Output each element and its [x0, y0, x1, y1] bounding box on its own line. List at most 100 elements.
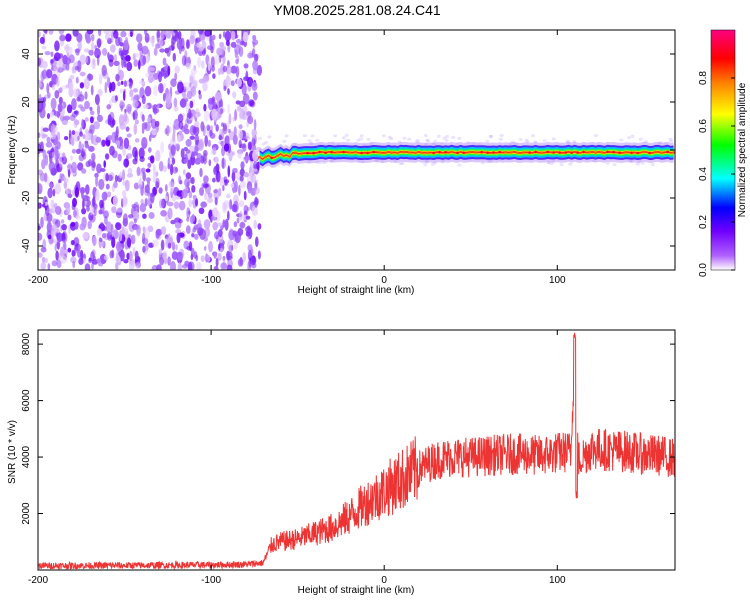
noise-blob — [77, 135, 80, 141]
noise-blob — [204, 135, 208, 147]
spectrogram-x-axis-label: Height of straight line (km) — [298, 285, 415, 296]
noise-blob — [74, 221, 79, 230]
noise-blob — [58, 58, 64, 69]
noise-blob — [97, 228, 102, 235]
noise-blob — [116, 241, 121, 252]
noise-blob — [203, 219, 211, 229]
noise-blob — [131, 203, 138, 209]
signal-ridge-peak — [402, 150, 405, 154]
colorbar-gradient — [710, 29, 736, 271]
noise-blob — [127, 167, 133, 175]
noise-blob — [203, 103, 207, 112]
noise-blob — [252, 91, 258, 101]
noise-blob — [133, 225, 140, 231]
noise-blob — [60, 219, 65, 224]
noise-blob — [199, 187, 204, 196]
signal-ridge-peak — [624, 150, 627, 154]
signal-haze — [415, 139, 420, 142]
noise-blob — [119, 42, 124, 47]
noise-blob — [74, 187, 79, 198]
signal-haze — [549, 162, 554, 165]
noise-blob — [223, 200, 230, 209]
noise-blob — [77, 94, 85, 102]
signal-haze — [359, 134, 364, 138]
noise-blob — [207, 60, 211, 72]
signal-ridge-peak — [432, 151, 435, 155]
noise-blob — [253, 219, 257, 230]
noise-blob — [238, 46, 244, 57]
noise-blob — [44, 205, 50, 217]
noise-blob — [80, 249, 84, 261]
noise-blob — [237, 258, 244, 267]
noise-blob — [132, 110, 138, 120]
noise-blob — [147, 116, 151, 123]
noise-blob — [241, 83, 247, 96]
noise-blob — [57, 103, 63, 113]
noise-blob — [100, 221, 104, 228]
noise-blob — [232, 134, 238, 145]
noise-blob — [166, 126, 172, 134]
noise-blob — [111, 119, 116, 126]
signal-haze — [366, 137, 371, 141]
noise-blob — [69, 74, 75, 80]
noise-blob — [235, 39, 242, 44]
noise-blob — [215, 170, 221, 183]
noise-blob — [167, 256, 171, 266]
noise-blob — [41, 45, 47, 50]
noise-blob — [207, 139, 211, 148]
noise-blob — [124, 179, 130, 192]
noise-blob — [107, 52, 110, 59]
noise-blob — [153, 47, 158, 56]
noise-blob — [98, 209, 103, 215]
signal-ridge-peak — [564, 151, 567, 154]
noise-blob — [177, 262, 182, 270]
noise-blob — [109, 250, 114, 259]
noise-blob — [47, 234, 52, 240]
signal-haze — [423, 163, 428, 167]
signal-haze — [668, 137, 673, 141]
y-tick-label: -20 — [21, 190, 32, 205]
noise-blob — [196, 42, 202, 48]
noise-blob — [118, 250, 125, 257]
snr-y-axis-label: SNR (10 * v/v) — [7, 420, 18, 484]
noise-blob — [234, 231, 241, 244]
noise-blob — [101, 64, 107, 77]
noise-blob — [155, 149, 161, 162]
noise-blob — [190, 86, 197, 97]
noise-blob — [47, 263, 51, 270]
noise-blob — [82, 198, 85, 211]
noise-blob — [152, 239, 159, 248]
noise-blob — [122, 217, 128, 227]
noise-blob — [257, 250, 261, 260]
noise-blob — [65, 203, 71, 215]
noise-blob — [135, 261, 141, 269]
noise-blob — [142, 172, 146, 182]
signal-haze — [442, 136, 447, 140]
noise-blob — [84, 128, 89, 135]
snr-frame — [37, 329, 676, 571]
noise-blob — [134, 119, 139, 125]
noise-blob — [227, 165, 231, 178]
noise-blob — [71, 249, 76, 257]
noise-blob — [167, 157, 171, 169]
noise-blob — [89, 110, 95, 116]
noise-blob — [217, 252, 222, 261]
noise-blob — [196, 223, 203, 231]
noise-blob — [232, 167, 238, 174]
signal-ridge-peak — [366, 151, 369, 155]
noise-blob — [119, 230, 123, 242]
noise-blob — [123, 158, 130, 168]
noise-blob — [77, 162, 84, 171]
noise-blob — [251, 81, 258, 91]
noise-blob — [85, 35, 92, 44]
noise-blob — [226, 264, 233, 270]
noise-blob — [92, 235, 97, 246]
noise-blob — [54, 90, 60, 99]
noise-blob — [144, 242, 149, 251]
noise-blob — [251, 205, 258, 216]
noise-blob — [84, 100, 90, 110]
noise-blob — [233, 126, 237, 137]
noise-blob — [50, 59, 54, 64]
noise-blob — [159, 198, 165, 209]
noise-blob — [162, 165, 168, 173]
